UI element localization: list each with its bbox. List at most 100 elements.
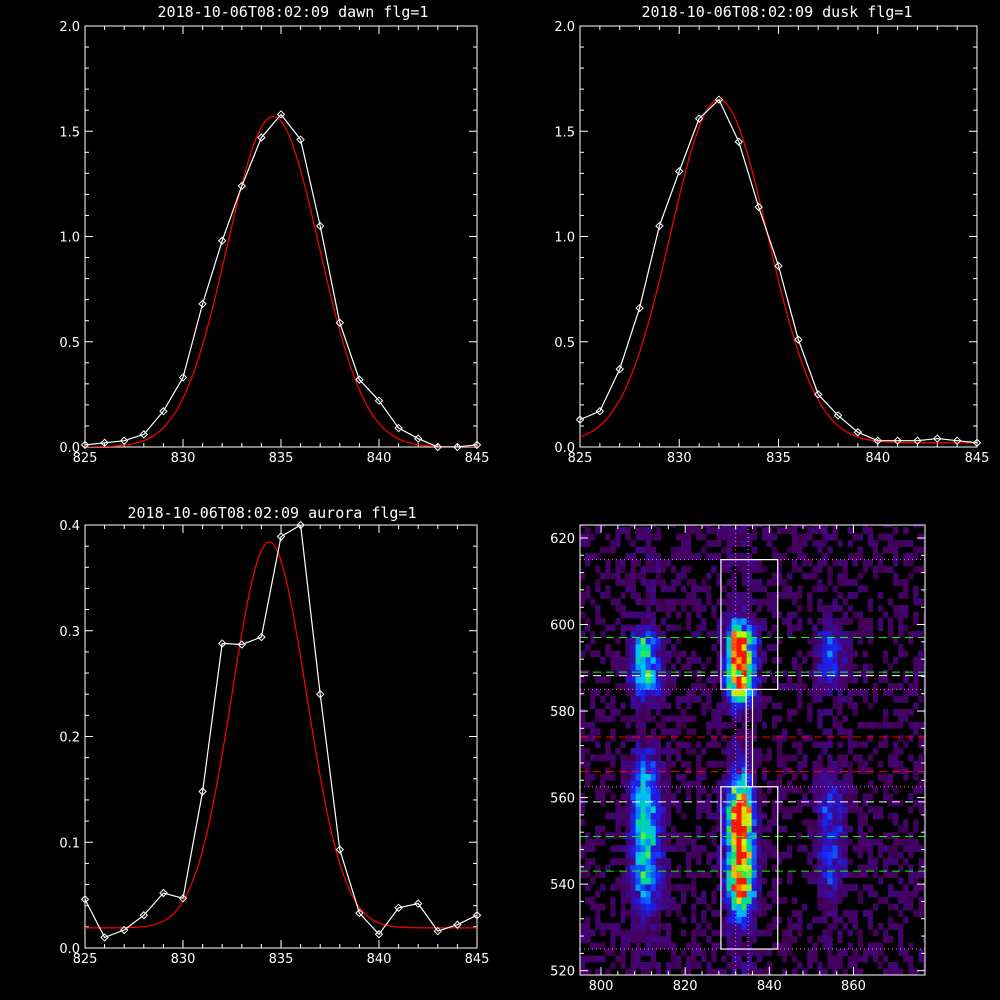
- aurora-data-point: [374, 930, 384, 939]
- heatmap-cell: [741, 832, 747, 839]
- heatmap-cell: [797, 767, 803, 775]
- heatmap-cell: [857, 890, 864, 898]
- heatmap-cell: [741, 734, 747, 742]
- heatmap-cell: [686, 955, 692, 963]
- heatmap-cell: [580, 962, 586, 969]
- heatmap-cell: [857, 618, 864, 625]
- heatmap-cell: [726, 884, 732, 891]
- heatmap-cell: [862, 525, 869, 528]
- heatmap-cell: [776, 527, 783, 534]
- heatmap-cell: [665, 786, 672, 794]
- heatmap-cell: [807, 825, 813, 833]
- heatmap-cell: [802, 871, 808, 878]
- heatmap-cell: [781, 592, 788, 599]
- heatmap-cell: [680, 553, 687, 560]
- heatmap-cell: [746, 903, 752, 911]
- heatmap-cell: [726, 838, 732, 846]
- aurora-data-point: [237, 640, 247, 649]
- heatmap-cell: [670, 962, 677, 969]
- heatmap-cell: [827, 631, 833, 638]
- heatmap-cell: [736, 533, 742, 541]
- heatmap-cell: [797, 760, 803, 768]
- heatmap-cell: [822, 656, 828, 664]
- heatmap-cell: [691, 631, 697, 638]
- heatmap-cell: [837, 624, 843, 632]
- heatmap-cell: [847, 553, 853, 560]
- heatmap-cell: [716, 858, 722, 865]
- heatmap-cell: [680, 715, 687, 723]
- heatmap-cell: [580, 540, 586, 547]
- heatmap-cell: [893, 546, 899, 554]
- dawn-data-point: [433, 442, 443, 452]
- heatmap-cell: [665, 806, 672, 814]
- heatmap-cell: [696, 923, 702, 930]
- heatmap-cell: [832, 585, 838, 593]
- heatmap-cell: [675, 598, 682, 606]
- heatmap-cell: [686, 942, 692, 950]
- heatmap-cell: [822, 916, 828, 924]
- heatmap-cell: [716, 780, 722, 788]
- heatmap-cell: [857, 721, 864, 729]
- heatmap-cell: [625, 884, 631, 891]
- heatmap-cell: [812, 643, 818, 651]
- heatmap-cell: [625, 877, 631, 885]
- heatmap-cell: [913, 546, 919, 554]
- heatmap-cell: [893, 851, 899, 859]
- heatmap-cell: [776, 747, 783, 755]
- heatmap-cell: [610, 832, 616, 839]
- heatmap-cell: [675, 533, 682, 541]
- heatmap-cell: [827, 767, 833, 775]
- heatmap-cell: [842, 559, 848, 567]
- heatmap-cell: [595, 923, 601, 930]
- heatmap-cell: [650, 858, 657, 865]
- heatmap-cell: [827, 760, 833, 768]
- heatmap-cell: [792, 708, 798, 716]
- heatmap-cell: [660, 825, 667, 833]
- heatmap-cell: [665, 689, 672, 697]
- heatmap-cell: [893, 786, 899, 794]
- heatmap-cell: [635, 910, 641, 917]
- heatmap-cell: [756, 845, 763, 852]
- heatmap-cell: [756, 656, 763, 664]
- heatmap-cell: [802, 656, 808, 664]
- heatmap-cell: [792, 566, 798, 573]
- heatmap-cell: [650, 663, 657, 671]
- heatmap-cell: [660, 851, 667, 859]
- heatmap-cell: [877, 760, 884, 768]
- heatmap-cell: [645, 741, 651, 749]
- heatmap-cell: [625, 689, 631, 697]
- heatmap-cell: [847, 916, 853, 924]
- heatmap-cell: [585, 618, 591, 625]
- heatmap-cell: [852, 786, 858, 794]
- heatmap-cell: [605, 741, 611, 749]
- heatmap-cell: [787, 631, 793, 638]
- heatmap-cell: [635, 533, 641, 541]
- heatmap-cell: [766, 786, 773, 794]
- heatmap-cell: [650, 851, 657, 859]
- heatmap-cell: [771, 806, 778, 814]
- heatmap-cell: [787, 754, 793, 762]
- heatmap-cell: [812, 741, 818, 749]
- heatmap-cell: [736, 715, 742, 723]
- heatmap-cell: [620, 890, 626, 898]
- heatmap-cell: [635, 955, 641, 963]
- heatmap-cell: [615, 929, 621, 937]
- heatmap-cell: [731, 669, 737, 677]
- heatmap-cell: [751, 525, 758, 528]
- heatmap-cell: [741, 553, 747, 560]
- heatmap-cell: [908, 553, 914, 560]
- heatmap-cell: [686, 540, 692, 547]
- heatmap-cell: [640, 929, 646, 937]
- heatmap-cell: [665, 702, 672, 710]
- heatmap-cell: [776, 553, 783, 560]
- heatmap-cell: [605, 689, 611, 697]
- heatmap-cell: [862, 955, 869, 963]
- heatmap-cell: [867, 533, 874, 541]
- heatmap-cell: [842, 832, 848, 839]
- heatmap-cell: [630, 968, 636, 975]
- aurora-data-point: [80, 895, 90, 904]
- heatmap-cell: [716, 553, 722, 560]
- heatmap-cell: [686, 546, 692, 554]
- heatmap-cell: [665, 715, 672, 723]
- heatmap-cell: [696, 605, 702, 612]
